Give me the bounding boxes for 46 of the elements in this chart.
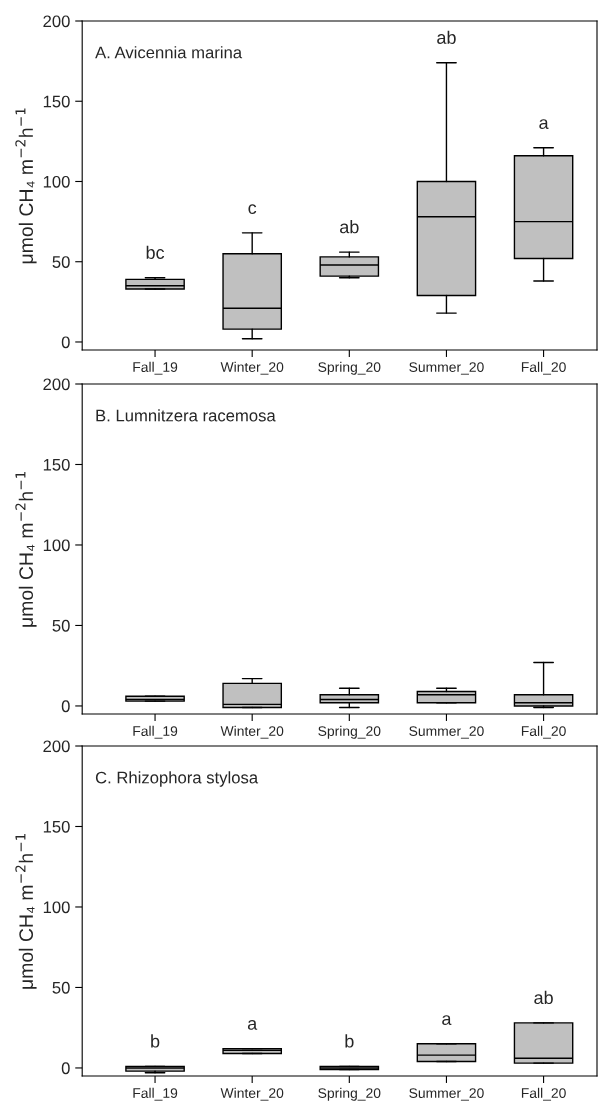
y-tick-label: 100 [43,901,70,914]
y-tick-label: 150 [43,95,70,108]
x-tick-label: Summer_20 [409,362,484,375]
x-tick-label: Winter_20 [220,1087,284,1101]
text: C. Rhizophora stylosa [95,771,259,787]
y-tick-label: 200 [43,740,70,753]
y-tick-label: 50 [52,256,70,268]
annotation: a [247,1019,258,1030]
y-tick-label: 100 [43,539,70,552]
y-tick-label: 150 [43,458,70,471]
y-tick-label: 50 [52,619,70,632]
y-tick-label: 100 [43,175,70,188]
x-tick-label: Spring_20 [318,1087,381,1101]
y-axis-title: μmol CH₄ m$^{−2}$h$^{−1}$ [15,471,37,627]
x-tick-label: Spring_20 [318,361,381,375]
x-tick-label: Winter_20 [220,725,284,739]
annotation: bc [146,245,165,260]
x-tick-label: Winter_20 [220,361,284,375]
x-tick-label: Fall_19 [133,361,178,375]
annotation: ab [534,990,553,1005]
y-tick-label: 200 [43,15,70,28]
x-tick-label: Fall_19 [133,1087,178,1101]
y-tick-label: 0 [61,1062,70,1075]
annotation: a [442,1015,452,1026]
annotation: c [248,204,257,215]
x-tick-label: Spring_20 [318,725,381,739]
annotation: ab [340,220,359,234]
y-axis-title: μmol CH₄ m$^{−2}$h$^{−1}$ [15,833,37,989]
y-tick-label: 50 [52,981,70,994]
x-tick-label: Fall_19 [133,725,178,739]
annotation: b [151,1034,160,1048]
x-tick-label: Fall_20 [521,1087,566,1101]
x-tick-label: Summer_20 [409,1088,484,1101]
x-tick-label: Fall_20 [521,725,566,739]
x-tick-label: Fall_20 [521,361,566,375]
y-tick-label: 150 [43,820,70,833]
annotation: b [345,1034,354,1048]
y-axis-title: μmol CH₄ m$^{−2}$h$^{−1}$ [15,108,37,264]
text: B. Lumnitzera racemosa [96,409,276,422]
y-tick-label: 0 [61,700,70,713]
x-tick-label: Summer_20 [409,726,484,739]
text: A. Avicennia marina [95,46,243,59]
y-tick-label: 0 [61,336,70,349]
annotation: ab [437,30,456,44]
y-tick-label: 200 [43,378,70,391]
annotation: a [539,119,549,130]
